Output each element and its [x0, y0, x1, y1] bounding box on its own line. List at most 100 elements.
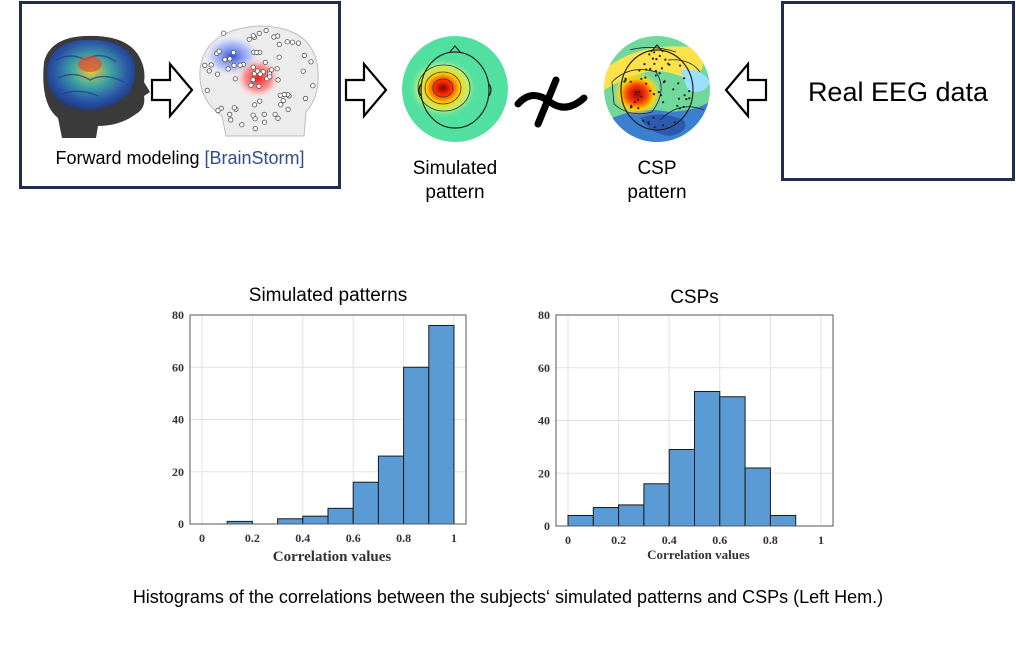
electrode-dot	[254, 49, 260, 56]
brainstorm-link[interactable]: [BrainStorm]	[204, 148, 305, 168]
electrode-dot	[271, 34, 277, 40]
y-tick-label: 80	[538, 308, 550, 322]
electrode-dot	[276, 41, 282, 48]
histogram-bar	[668, 449, 696, 527]
electrode-dot	[252, 126, 258, 132]
histogram-bar	[592, 507, 620, 527]
histogram-2: 0 0.2 0.4 0.6 0.8 1 0 20 40 60 80 CSPs Correlation v…	[538, 287, 834, 562]
electrode-dot	[261, 111, 267, 118]
electrode-dot	[261, 119, 268, 125]
csp-electrode-dot	[645, 68, 648, 71]
csp-electrode-dot	[673, 121, 676, 124]
electrode-dot	[257, 71, 263, 77]
csp-electrode-dot	[677, 82, 680, 85]
csp-electrode-dot	[630, 104, 633, 107]
csp-label-line1: CSP	[637, 158, 677, 179]
x-tick-label: 1	[818, 533, 824, 547]
y-tick-label: 60	[538, 361, 550, 375]
csp-electrode-dot	[658, 54, 661, 58]
histogram-bar	[302, 515, 329, 525]
electrode-dot	[274, 66, 280, 72]
csp-electrode-dot	[629, 80, 632, 83]
electrode-dot	[204, 87, 210, 94]
electrode-dot	[206, 68, 212, 74]
not-similar-stroke	[534, 76, 560, 128]
csp-electrode-dot	[645, 82, 648, 85]
histogram-bar	[277, 518, 304, 525]
chart-title: CSPs	[670, 287, 719, 308]
csp-electrode-dot	[643, 63, 646, 66]
csp-electrode-dot	[654, 69, 658, 73]
y-tick-label: 60	[172, 360, 184, 374]
csp-electrode-dot	[634, 91, 638, 94]
electrode-dot	[276, 54, 282, 60]
electrode-dot	[252, 116, 258, 122]
csp-electrode-dot	[653, 62, 656, 65]
histogram-bar	[377, 455, 405, 525]
csp-electrode-dot	[654, 74, 657, 77]
electrode-dot	[237, 62, 243, 68]
y-tick-label: 20	[172, 465, 184, 479]
arrow-icon	[344, 60, 388, 120]
x-tick-label: 0.8	[396, 531, 411, 545]
csp-electrode-dot	[678, 107, 681, 110]
csp-electrode-dot	[640, 77, 643, 80]
histogram-bar	[694, 390, 721, 527]
csp-electrode-dot	[648, 53, 651, 56]
csp-electrode-dot	[683, 94, 686, 97]
electrode-dot	[289, 39, 296, 45]
electrode-dot	[302, 95, 309, 102]
real-eeg-label: Real EEG data	[807, 77, 989, 107]
electrode-dot	[301, 52, 307, 59]
electrode-dot	[280, 98, 286, 104]
csp-electrode-dot	[649, 67, 652, 71]
csp-electrode-dot	[644, 76, 647, 79]
electrode-dot	[257, 98, 263, 104]
histogram-bar	[327, 507, 354, 525]
csp-electrode-dot	[633, 100, 637, 104]
electrode-dot	[231, 62, 237, 69]
csp-electrode-dot	[652, 116, 655, 119]
x-axis-label: Correlation values	[647, 547, 750, 562]
histogram-bar	[719, 396, 746, 527]
figure-caption: Histograms of the correlations between t…	[132, 587, 884, 607]
electrode-dot	[214, 71, 221, 77]
csp-electrode-dot	[676, 104, 679, 107]
csp-electrode-dot	[683, 77, 686, 80]
electrode-dot	[228, 117, 234, 123]
csp-electrode-dot	[623, 80, 626, 83]
electrode-dot	[215, 107, 221, 114]
csp-electrode-dot	[688, 97, 691, 100]
csp-electrode-dot	[649, 89, 652, 92]
csp-electrode-dot	[663, 80, 666, 83]
x-tick-label: 0.6	[712, 533, 727, 547]
csp-electrode-dot	[672, 88, 675, 91]
x-tick-label: 0	[199, 531, 205, 545]
histogram-bar	[428, 324, 455, 525]
electrode-dot	[216, 48, 222, 54]
electrode-dot	[246, 36, 252, 42]
simulated-label-line1: Simulated	[412, 158, 498, 179]
electrode-dot	[284, 39, 290, 45]
histogram-bar	[352, 481, 379, 525]
csp-electrode-dot	[647, 122, 650, 125]
plot-frame	[189, 314, 467, 525]
electrode-dot	[250, 33, 256, 39]
csp-topomap	[604, 36, 710, 142]
arrow-icon	[150, 60, 194, 120]
csp-electrode-dot	[647, 121, 650, 124]
csp-electrode-dot	[624, 77, 627, 80]
y-tick-label: 40	[172, 413, 184, 427]
csp-electrode-dot	[652, 93, 656, 96]
histogram-1: 0 0.2 0.4 0.6 0.8 1 0 20 40 60 80 Simulated pattern…	[172, 285, 467, 565]
csp-electrode-dot	[662, 101, 665, 104]
electrode-dot	[221, 30, 227, 36]
electrode-dot	[250, 77, 256, 83]
electrode-dot	[248, 82, 254, 88]
brain-render-image	[43, 35, 150, 138]
histogram-bar	[744, 467, 771, 527]
electrode-dot	[227, 56, 233, 62]
simulated-pattern-label: Simulated pattern	[395, 157, 515, 205]
